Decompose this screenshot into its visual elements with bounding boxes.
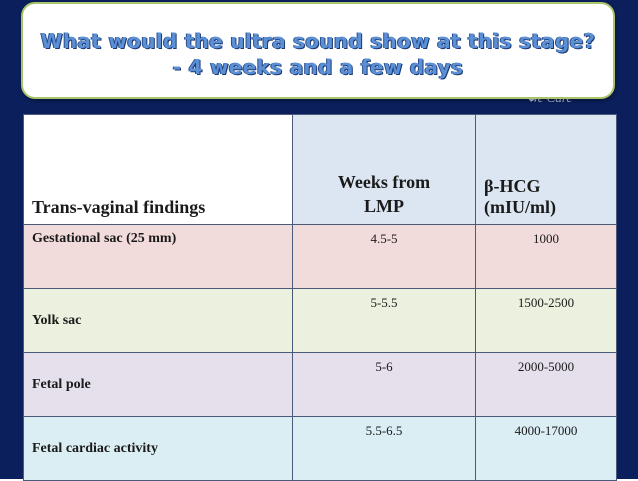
title-line-1: What would the ultra sound show at this … [40,29,596,53]
header-findings: Trans-vaginal findings [23,114,293,225]
header-weeks-line1: Weeks from [337,172,431,192]
finding-cell: Fetal pole [23,352,293,417]
hcg-cell: 2000-5000 [475,352,617,417]
weeks-cell: 5-6 [292,352,476,417]
hcg-cell: 1000 [475,224,617,289]
finding-cell: Fetal cardiac activity [23,416,293,481]
hcg-cell: 4000-17000 [475,416,617,481]
findings-table: Trans-vaginal findings Weeks from LMP β-… [23,114,617,481]
hcg-cell: 1500-2500 [475,288,617,353]
table-row: Fetal cardiac activity 5.5-6.5 4000-1700… [23,416,617,481]
title-box: What would the ultra sound show at this … [21,2,615,99]
header-weeks-line2: LMP [364,196,404,216]
table-row: Fetal pole 5-6 2000-5000 [23,352,617,417]
finding-cell: Gestational sac (25 mm) [23,224,293,289]
header-weeks: Weeks from LMP [292,114,476,225]
finding-cell: Yolk sac [23,288,293,353]
header-hcg: β-HCG (mIU/ml) [475,114,617,225]
weeks-cell: 4.5-5 [292,224,476,289]
title-line-2: - 4 weeks and a few days [172,55,464,79]
table-row: Yolk sac 5-5.5 1500-2500 [23,288,617,353]
table-header-row: Trans-vaginal findings Weeks from LMP β-… [23,114,617,225]
weeks-cell: 5.5-6.5 [292,416,476,481]
table-row: Gestational sac (25 mm) 4.5-5 1000 [23,224,617,289]
weeks-cell: 5-5.5 [292,288,476,353]
